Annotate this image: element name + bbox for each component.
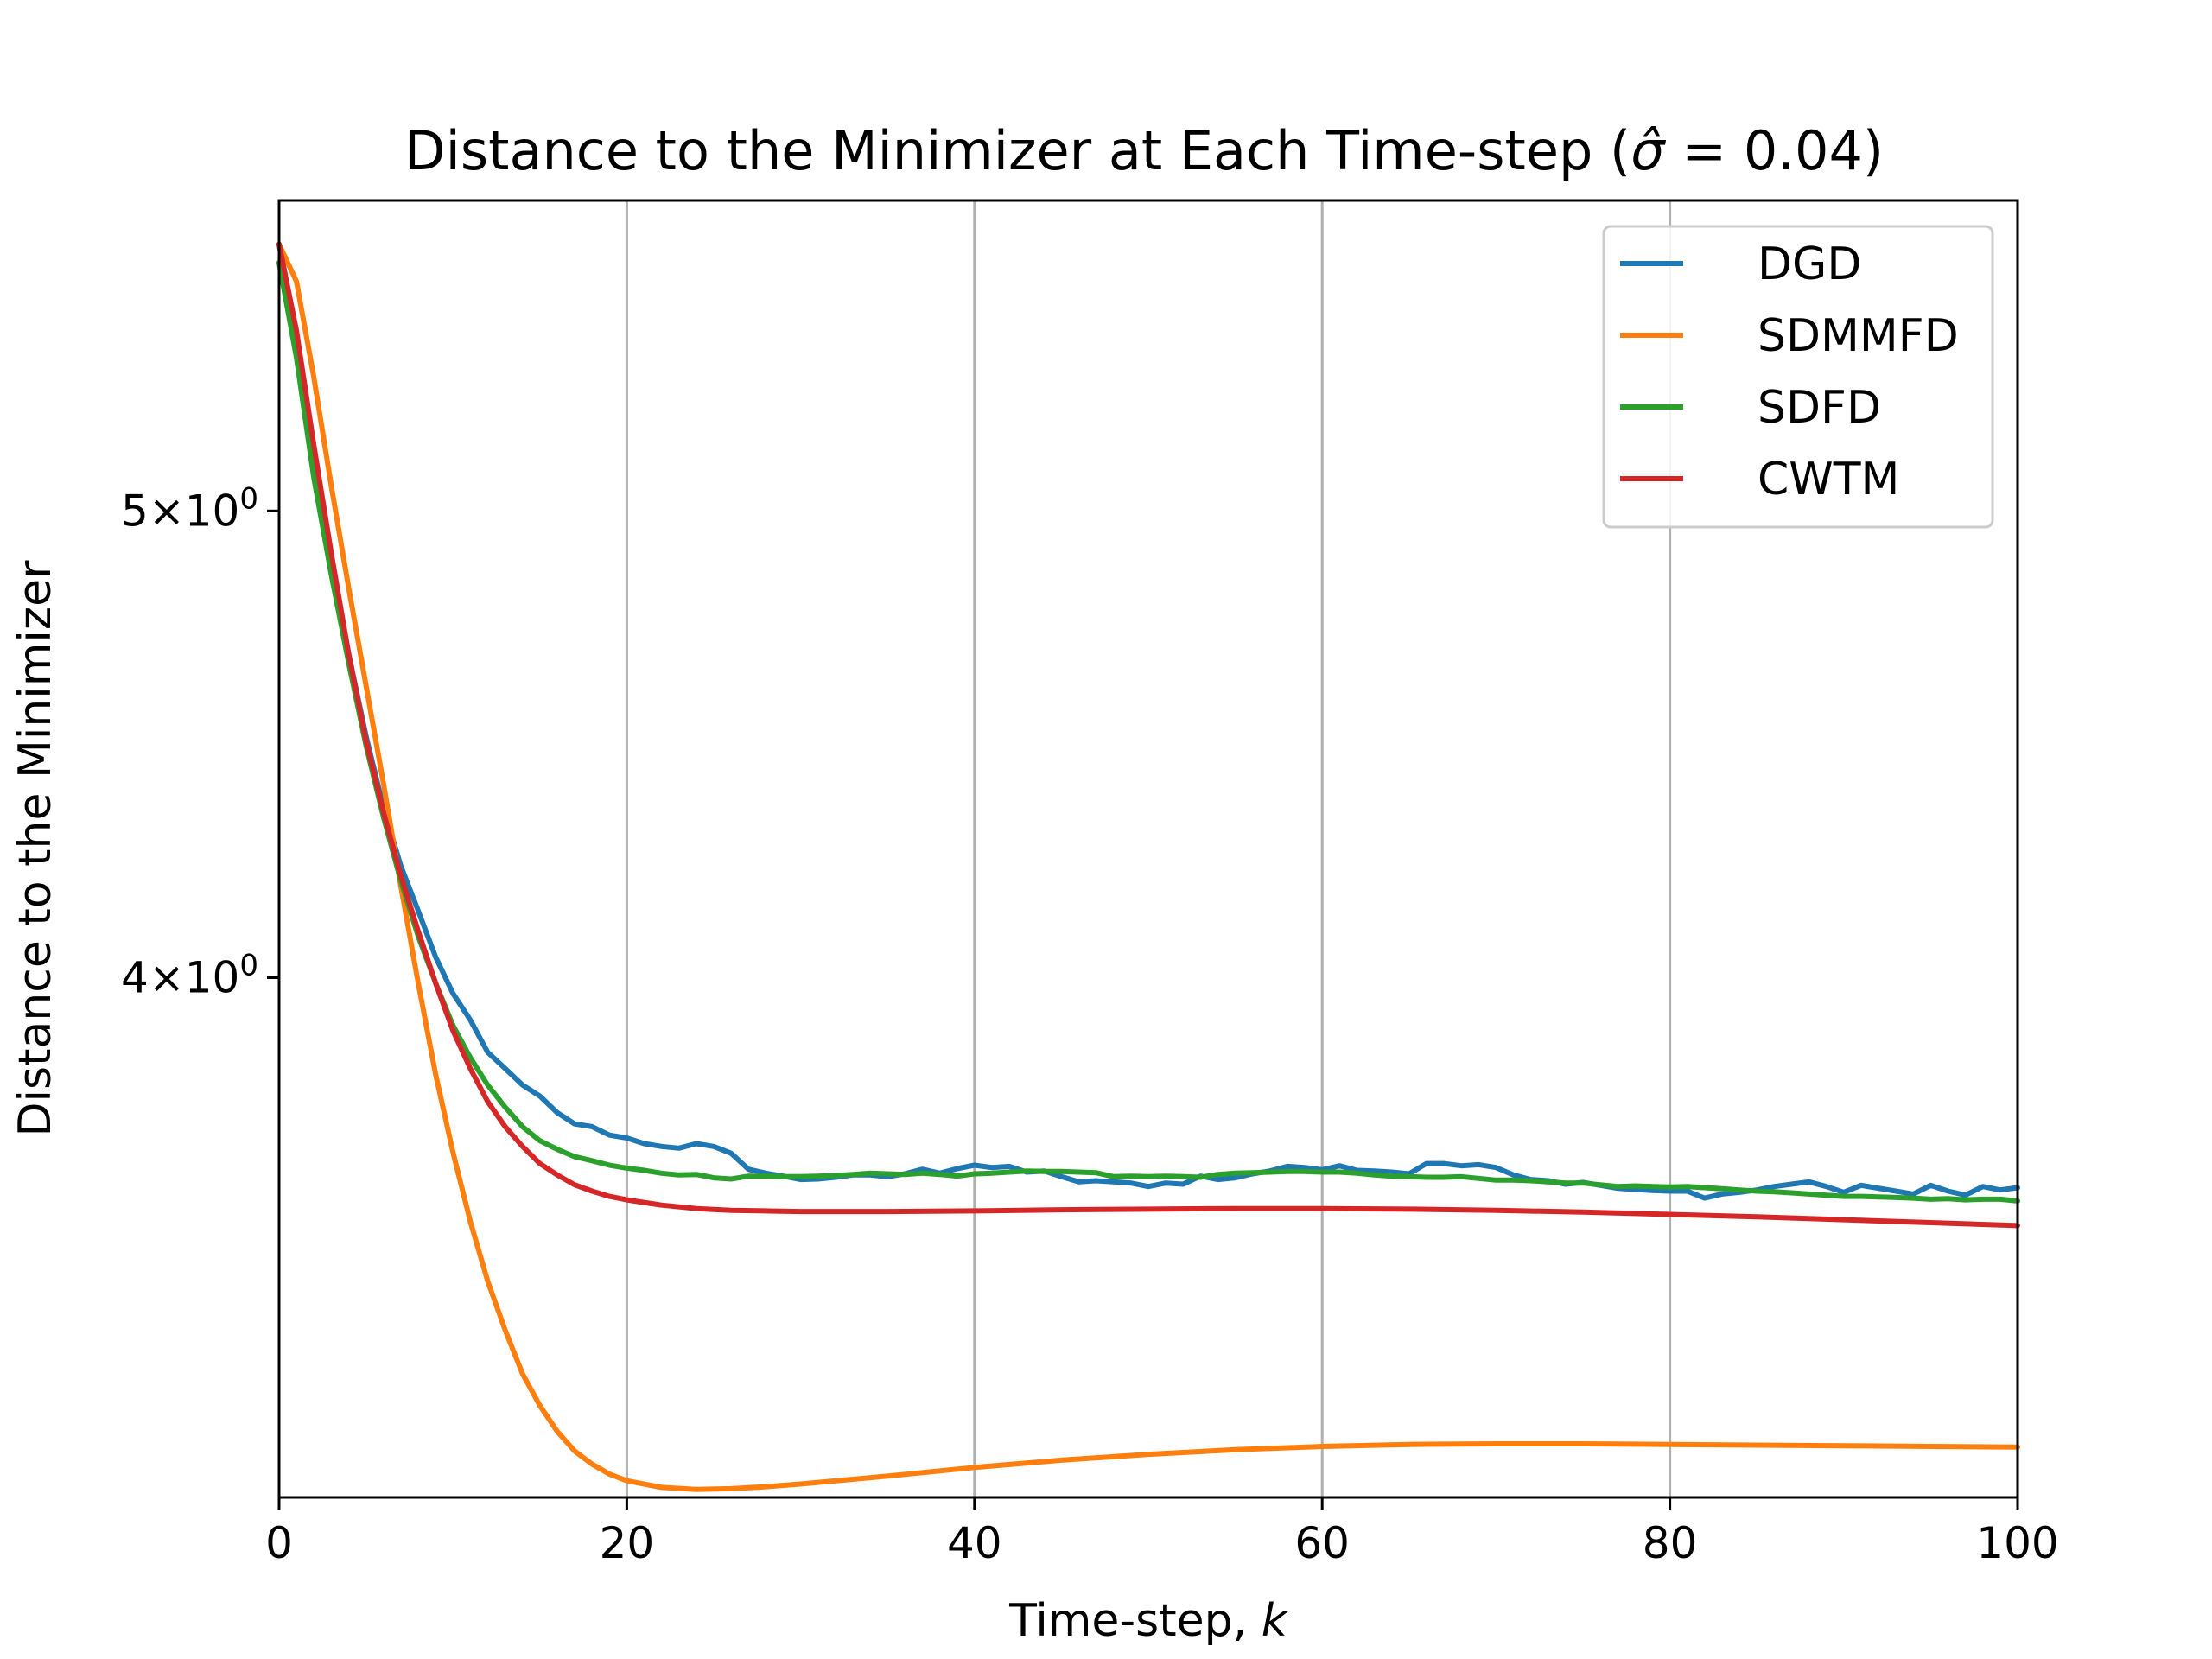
- y-tick-label: 4×100: [121, 949, 258, 1003]
- series-line-sdfd: [276, 260, 2020, 1204]
- legend-label-sdmmfd: SDMMFD: [1758, 310, 1959, 362]
- x-tick-label: 80: [1643, 1518, 1698, 1568]
- x-tick-label: 20: [600, 1518, 655, 1568]
- legend: DGD SDMMFD SDFD CWTM: [1602, 225, 1994, 529]
- x-axis-label: Time-step, k: [1008, 1595, 1289, 1647]
- plot-frame: [277, 199, 2019, 1499]
- chart-title: Distance to the Minimizer at Each Time-s…: [404, 119, 1884, 182]
- y-axis-label: Distance to the Minimizer: [10, 560, 61, 1137]
- legend-box: [1602, 225, 1994, 529]
- series-line-dgd: [276, 241, 2020, 1201]
- legend-label-cwtm: CWTM: [1758, 454, 1899, 505]
- legend-label-sdfd: SDFD: [1758, 382, 1881, 434]
- x-tick-label: 60: [1294, 1518, 1350, 1568]
- y-tick-label: 5×100: [121, 481, 258, 536]
- legend-label-dgd: DGD: [1758, 238, 1861, 290]
- x-tick-label: 100: [1976, 1518, 2058, 1568]
- x-tick-label: 0: [265, 1518, 293, 1568]
- axis-ticks: 0 20 40 60 80 100 4×100 5×100: [121, 481, 2059, 1568]
- plot-series: [276, 241, 2020, 1492]
- x-tick-label: 40: [947, 1518, 1002, 1568]
- series-line-cwtm: [276, 241, 2020, 1229]
